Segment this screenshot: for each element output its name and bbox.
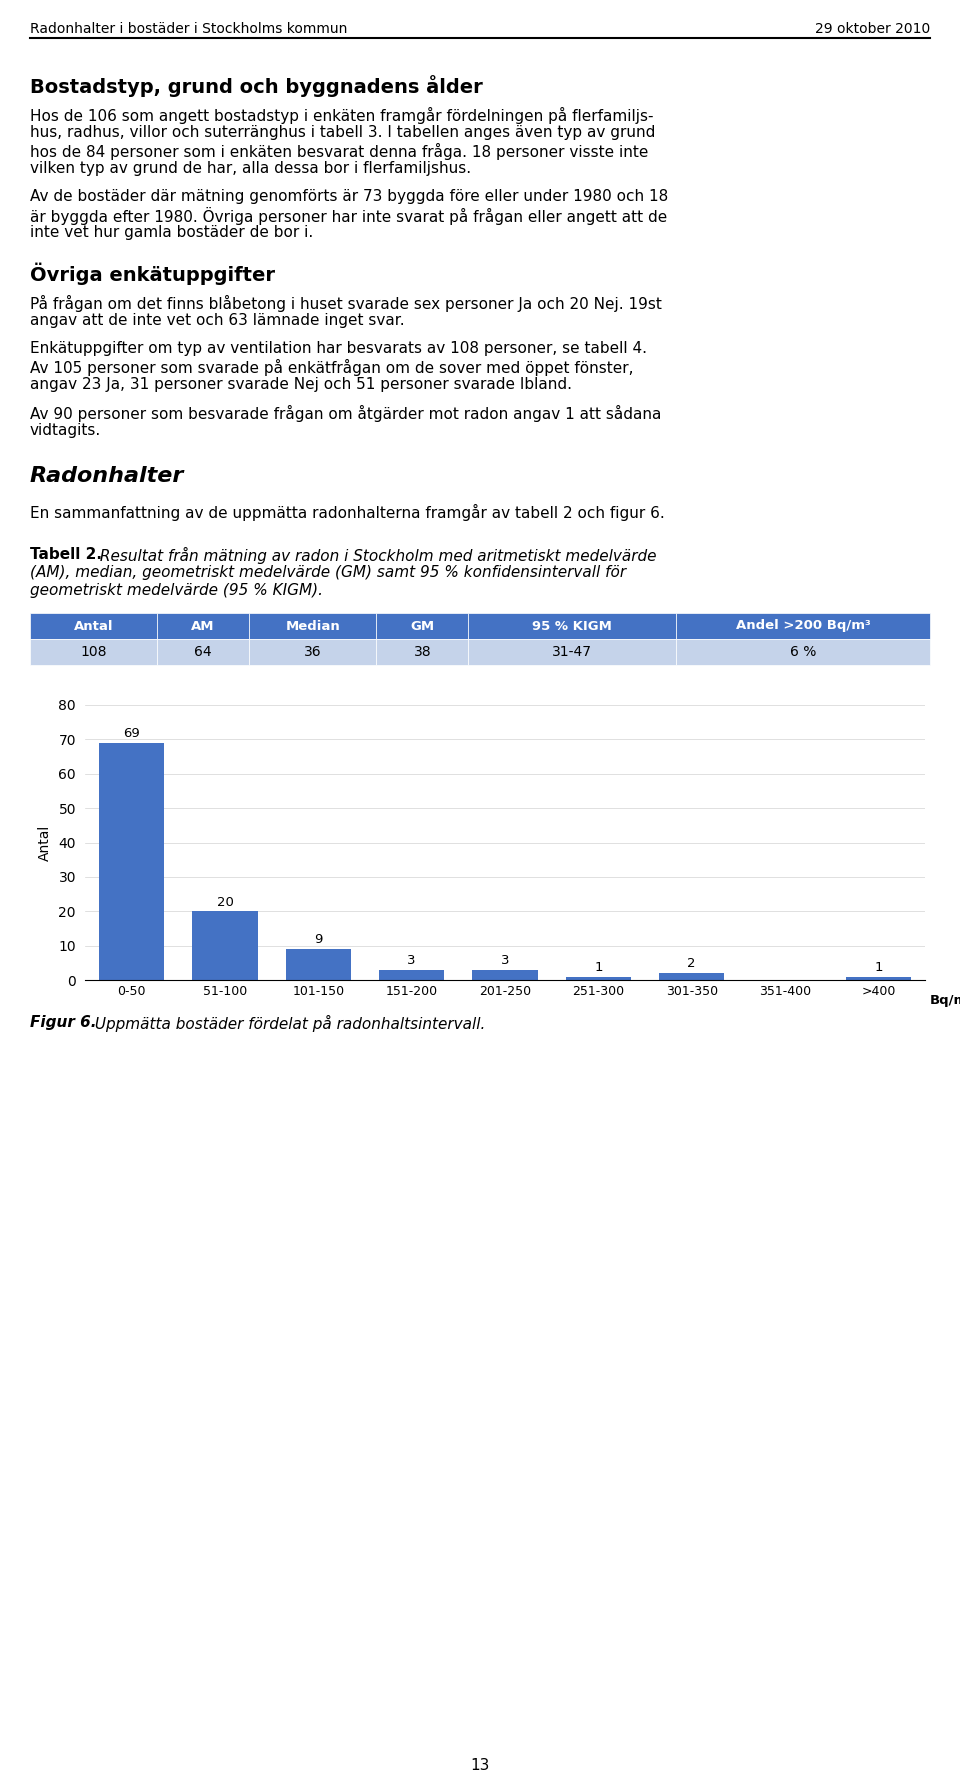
Text: AM: AM	[191, 619, 215, 633]
Text: Bostadstyp, grund och byggnadens ålder: Bostadstyp, grund och byggnadens ålder	[30, 75, 483, 96]
Text: (AM), median, geometriskt medelvärde (GM) samt 95 % konfidensintervall för: (AM), median, geometriskt medelvärde (GM…	[30, 566, 626, 580]
Bar	[468, 639, 676, 665]
Bar	[379, 970, 444, 979]
Text: Radonhalter: Radonhalter	[30, 466, 184, 485]
Y-axis label: Antal: Antal	[37, 824, 52, 860]
Text: Median: Median	[285, 619, 340, 633]
Text: 38: 38	[414, 646, 431, 658]
Text: 108: 108	[81, 646, 107, 658]
Text: 3: 3	[407, 954, 416, 967]
Text: vilken typ av grund de har, alla dessa bor i flerfamiljshus.: vilken typ av grund de har, alla dessa b…	[30, 161, 471, 177]
Text: Bq/m³: Bq/m³	[930, 994, 960, 1006]
Text: 20: 20	[217, 896, 233, 908]
Text: är byggda efter 1980. Övriga personer har inte svarat på frågan eller angett att: är byggda efter 1980. Övriga personer ha…	[30, 207, 667, 225]
Text: hus, radhus, villor och suterränghus i tabell 3. I tabellen anges även typ av gr: hus, radhus, villor och suterränghus i t…	[30, 125, 656, 139]
Text: Uppmätta bostäder fördelat på radonhaltsintervall.: Uppmätta bostäder fördelat på radonhalts…	[90, 1015, 486, 1031]
Text: geometriskt medelvärde (95 % KIGM).: geometriskt medelvärde (95 % KIGM).	[30, 583, 323, 598]
Text: 2: 2	[687, 958, 696, 970]
Text: Resultat från mätning av radon i Stockholm med aritmetiskt medelvärde: Resultat från mätning av radon i Stockho…	[95, 548, 657, 564]
Text: 29 oktober 2010: 29 oktober 2010	[815, 21, 930, 36]
Bar	[376, 639, 468, 665]
Bar	[30, 639, 156, 665]
Text: angav att de inte vet och 63 lämnade inget svar.: angav att de inte vet och 63 lämnade ing…	[30, 312, 404, 328]
Text: 1: 1	[594, 962, 603, 974]
Text: En sammanfattning av de uppmätta radonhalterna framgår av tabell 2 och figur 6.: En sammanfattning av de uppmätta radonha…	[30, 505, 664, 521]
Bar	[846, 976, 911, 979]
Bar	[30, 614, 156, 639]
Text: Figur 6.: Figur 6.	[30, 1015, 97, 1029]
Text: Antal: Antal	[74, 619, 113, 633]
Text: hos de 84 personer som i enkäten besvarat denna fråga. 18 personer visste inte: hos de 84 personer som i enkäten besvara…	[30, 143, 648, 161]
Text: Tabell 2.: Tabell 2.	[30, 548, 102, 562]
Text: vidtagits.: vidtagits.	[30, 423, 101, 439]
Text: 1: 1	[875, 962, 882, 974]
Bar	[156, 614, 250, 639]
Text: 3: 3	[501, 954, 509, 967]
Text: Av de bostäder där mätning genomförts är 73 byggda före eller under 1980 och 18: Av de bostäder där mätning genomförts är…	[30, 189, 668, 203]
Text: Andel >200 Bq/m³: Andel >200 Bq/m³	[735, 619, 871, 633]
Text: Av 105 personer som svarade på enkätfrågan om de sover med öppet fönster,: Av 105 personer som svarade på enkätfråg…	[30, 359, 634, 376]
Text: Av 90 personer som besvarade frågan om åtgärder mot radon angav 1 att sådana: Av 90 personer som besvarade frågan om å…	[30, 405, 661, 423]
Text: inte vet hur gamla bostäder de bor i.: inte vet hur gamla bostäder de bor i.	[30, 225, 313, 241]
Text: Enkätuppgifter om typ av ventilation har besvarats av 108 personer, se tabell 4.: Enkätuppgifter om typ av ventilation har…	[30, 341, 647, 357]
Text: angav 23 Ja, 31 personer svarade Nej och 51 personer svarade Ibland.: angav 23 Ja, 31 personer svarade Nej och…	[30, 376, 572, 392]
Text: Radonhalter i bostäder i Stockholms kommun: Radonhalter i bostäder i Stockholms komm…	[30, 21, 348, 36]
Text: Hos de 106 som angett bostadstyp i enkäten framgår fördelningen på flerfamiljs-: Hos de 106 som angett bostadstyp i enkät…	[30, 107, 654, 125]
Bar	[676, 639, 930, 665]
Bar	[468, 614, 676, 639]
Bar	[250, 614, 376, 639]
Text: 36: 36	[304, 646, 322, 658]
Text: 69: 69	[123, 728, 140, 740]
Text: GM: GM	[410, 619, 434, 633]
Bar	[250, 639, 376, 665]
Bar	[286, 949, 351, 979]
Bar	[565, 976, 631, 979]
Text: 13: 13	[470, 1757, 490, 1773]
Text: På frågan om det finns blåbetong i huset svarade sex personer Ja och 20 Nej. 19s: På frågan om det finns blåbetong i huset…	[30, 294, 661, 312]
Bar	[156, 639, 250, 665]
Bar	[192, 912, 257, 979]
Bar	[376, 614, 468, 639]
Text: 31-47: 31-47	[552, 646, 592, 658]
Text: 6 %: 6 %	[790, 646, 816, 658]
Bar	[676, 614, 930, 639]
Text: Övriga enkätuppgifter: Övriga enkätuppgifter	[30, 262, 275, 285]
Text: 64: 64	[194, 646, 212, 658]
Bar	[99, 742, 164, 979]
Text: 9: 9	[314, 933, 323, 946]
Bar	[472, 970, 538, 979]
Bar	[659, 972, 725, 979]
Text: 95 % KIGM: 95 % KIGM	[533, 619, 612, 633]
